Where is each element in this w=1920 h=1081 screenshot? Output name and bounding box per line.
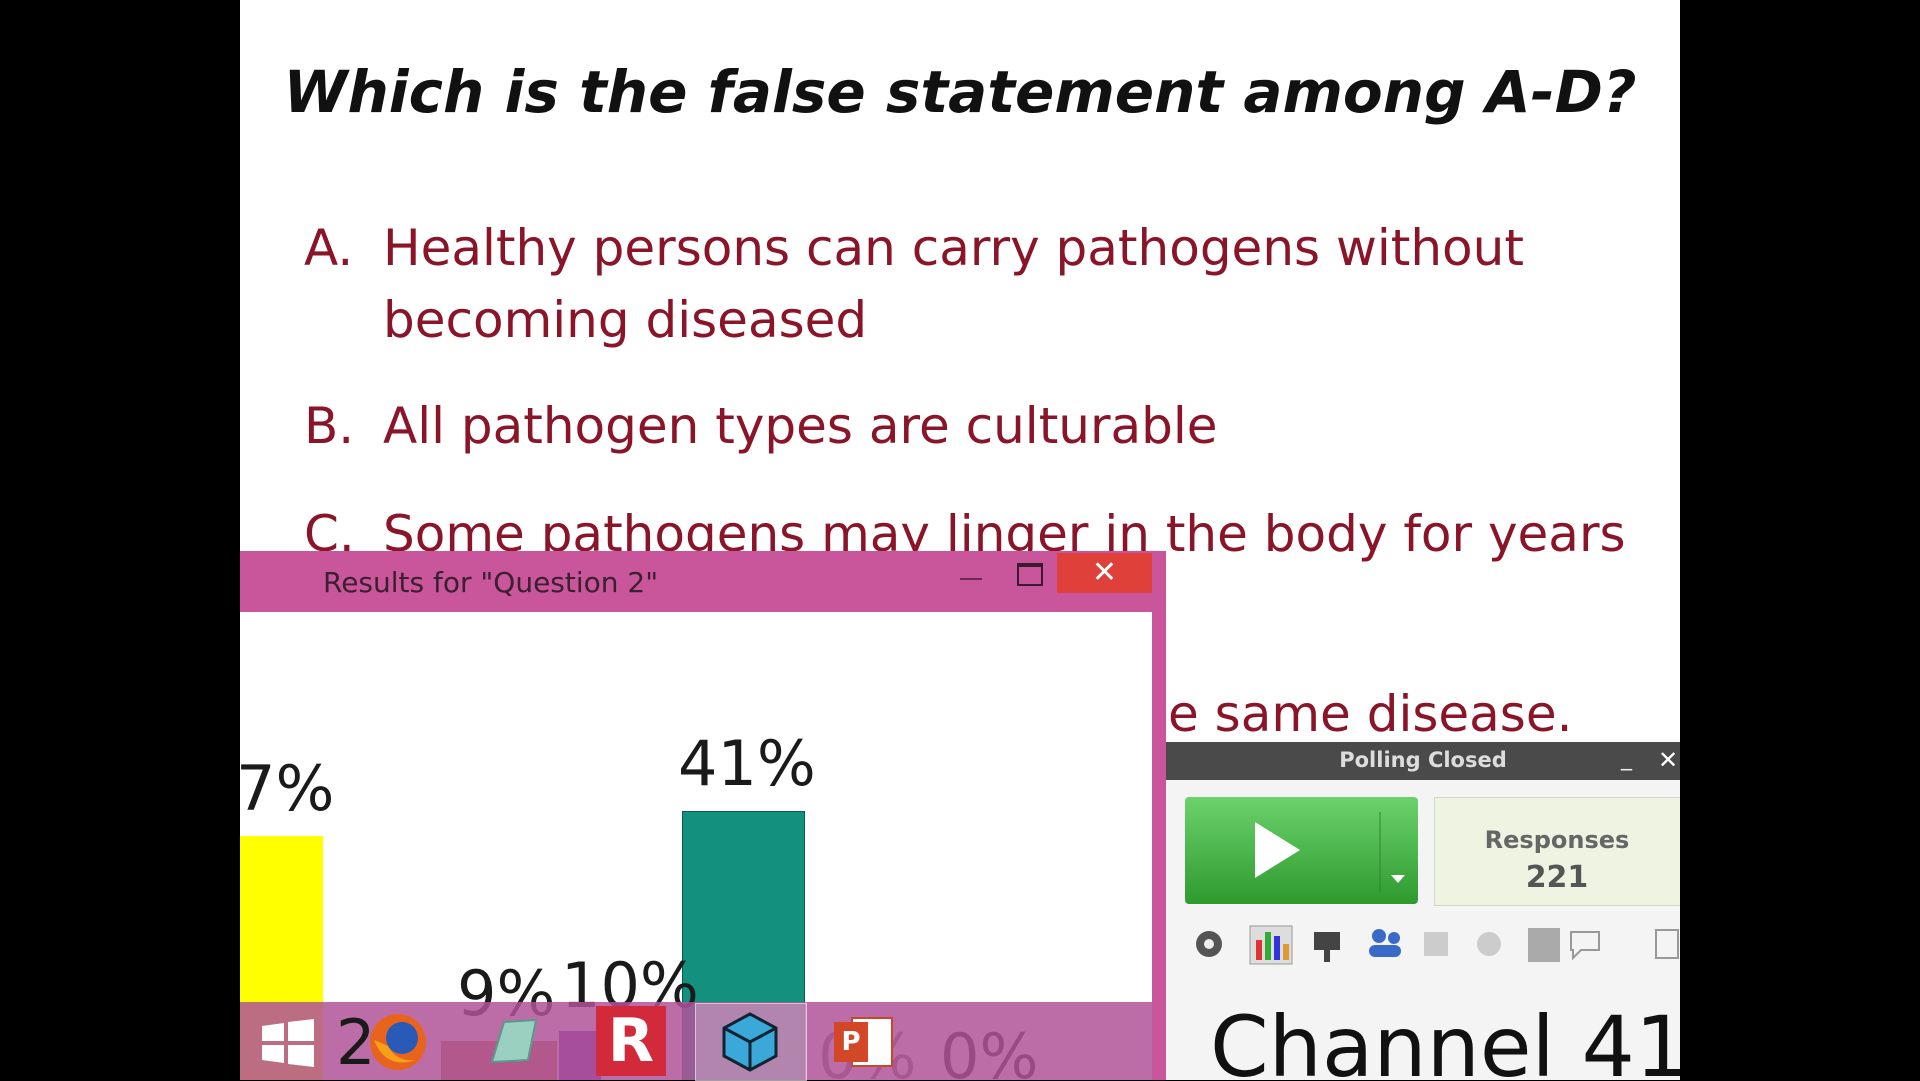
option-text: Healthy persons can carry pathogens with… — [383, 219, 1524, 277]
responses-box — [1434, 797, 1680, 906]
panel-toolbar — [1196, 925, 1679, 965]
partial-label: 2 — [336, 1006, 376, 1079]
start-polling-button[interactable] — [1185, 797, 1418, 904]
bar-label: 41% — [678, 727, 816, 800]
panel-header — [1166, 742, 1680, 780]
window-title: Results for "Question 2" — [323, 566, 659, 599]
start-button[interactable] — [260, 1018, 316, 1068]
slide-title: Which is the false statement among A-D? — [283, 58, 1637, 126]
bar-label: 7% — [240, 752, 335, 825]
minimize-button[interactable]: _ — [1621, 746, 1632, 771]
channel-label: Channel 41 — [1210, 998, 1680, 1080]
option-letter: B. — [304, 397, 355, 455]
option-text: All pathogen types are culturable — [383, 397, 1218, 455]
cube-app-icon[interactable] — [718, 1010, 782, 1074]
explorer-icon[interactable] — [484, 1012, 544, 1072]
maximize-button[interactable] — [1017, 563, 1043, 586]
close-button[interactable]: ✕ — [1658, 746, 1679, 774]
option-text: becoming diseased — [383, 291, 868, 349]
minimize-button[interactable] — [960, 578, 982, 580]
firefox-icon[interactable] — [366, 1010, 430, 1074]
panel-title: Polling Closed — [1339, 748, 1507, 772]
polling-panel: Polling Closed _ ✕ Responses 221 Channel… — [1166, 742, 1680, 1080]
svg-text:P: P — [841, 1027, 860, 1057]
r-app-icon[interactable]: R — [596, 1006, 666, 1076]
responses-count: 221 — [1525, 860, 1589, 895]
close-button[interactable]: ✕ — [1057, 553, 1152, 593]
powerpoint-icon[interactable]: P — [832, 1012, 896, 1072]
option-text: e same disease. — [1168, 685, 1573, 743]
option-letter: A. — [304, 219, 354, 277]
responses-label: Responses — [1484, 826, 1630, 854]
